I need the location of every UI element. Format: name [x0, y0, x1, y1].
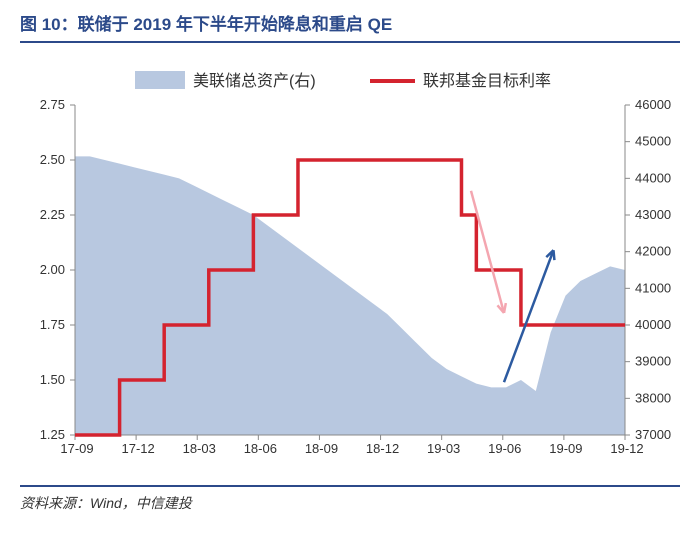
title-row: 图 10：联储于 2019 年下半年开始降息和重启 QE: [20, 10, 680, 43]
svg-text:18-09: 18-09: [305, 441, 338, 456]
svg-text:联邦基金目标利率: 联邦基金目标利率: [423, 72, 551, 90]
svg-text:18-12: 18-12: [366, 441, 399, 456]
svg-text:45000: 45000: [635, 134, 671, 149]
svg-text:17-09: 17-09: [60, 441, 93, 456]
svg-text:19-12: 19-12: [610, 441, 643, 456]
svg-text:37000: 37000: [635, 427, 671, 442]
svg-text:19-06: 19-06: [488, 441, 521, 456]
figure-title: 图 10：联储于 2019 年下半年开始降息和重启 QE: [20, 10, 680, 35]
svg-text:44000: 44000: [635, 170, 671, 185]
svg-text:美联储总资产(右): 美联储总资产(右): [193, 72, 316, 90]
chart-svg: 1.25 1.50 1.75 2.00 2.25 2.50 2.75 37000 38000 39…: [20, 55, 680, 475]
figure-container: 图 10：联储于 2019 年下半年开始降息和重启 QE 1.25 1.50 1.7…: [0, 0, 700, 523]
svg-text:1.50: 1.50: [40, 372, 65, 387]
svg-text:17-12: 17-12: [121, 441, 154, 456]
svg-text:2.25: 2.25: [40, 207, 65, 222]
svg-text:1.25: 1.25: [40, 427, 65, 442]
svg-text:39000: 39000: [635, 354, 671, 369]
svg-text:38000: 38000: [635, 390, 671, 405]
svg-text:2.50: 2.50: [40, 152, 65, 167]
svg-text:18-03: 18-03: [183, 441, 216, 456]
svg-text:19-03: 19-03: [427, 441, 460, 456]
svg-text:42000: 42000: [635, 244, 671, 259]
svg-text:18-06: 18-06: [244, 441, 277, 456]
svg-text:40000: 40000: [635, 317, 671, 332]
source-row: 资料来源：Wind，中信建投: [20, 485, 680, 513]
source-text: 资料来源：Wind，中信建投: [20, 493, 680, 513]
svg-text:2.75: 2.75: [40, 97, 65, 112]
svg-text:46000: 46000: [635, 97, 671, 112]
svg-text:2.00: 2.00: [40, 262, 65, 277]
svg-text:41000: 41000: [635, 280, 671, 295]
svg-text:43000: 43000: [635, 207, 671, 222]
svg-text:1.75: 1.75: [40, 317, 65, 332]
svg-text:19-09: 19-09: [549, 441, 582, 456]
chart-area: 1.25 1.50 1.75 2.00 2.25 2.50 2.75 37000 38000 39…: [20, 55, 680, 475]
